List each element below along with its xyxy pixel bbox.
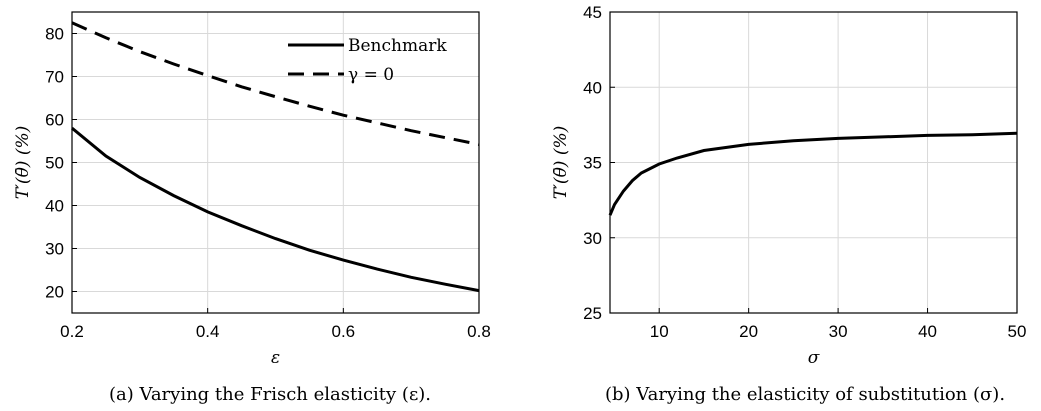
- y-tick-label: 30: [583, 229, 602, 248]
- series-line-gamma-zero: [71, 21, 480, 146]
- y-tick-label: 35: [583, 154, 602, 173]
- x-tick-label: 10: [650, 322, 669, 341]
- legend-label: Benchmark: [348, 36, 447, 56]
- panel-a-y-ticks: 20 30 40 50 60 70 80: [45, 25, 77, 302]
- panel-b-y-ticks: 25 30 35 40 45: [583, 3, 615, 323]
- panel-a-caption: (a) Varying the Frisch elasticity (ε).: [109, 384, 431, 405]
- panel-a-x-axis-label: ε: [271, 348, 280, 368]
- x-tick-label: 0.4: [196, 322, 220, 341]
- x-tick-label: 0.2: [60, 322, 84, 341]
- legend-label: γ = 0: [348, 65, 394, 85]
- panel-b-x-axis-label: σ: [808, 348, 820, 368]
- x-tick-label: 20: [739, 322, 758, 341]
- y-tick-label: 30: [45, 240, 64, 259]
- panel-a-x-ticks: 0.2 0.4 0.6 0.8: [60, 308, 491, 341]
- x-tick-label: 0.8: [467, 322, 491, 341]
- y-tick-label: 80: [45, 25, 64, 44]
- y-tick-label: 40: [45, 197, 64, 216]
- y-tick-label: 70: [45, 68, 64, 87]
- panel-b-substitution-elasticity: 10 20 30 40 50 25 30 35 40 45 σ T′(θ̄) (%) (b) V…: [551, 3, 1026, 405]
- panel-a-y-axis-label: T′(θ̄) (%): [13, 126, 33, 200]
- x-tick-label: 50: [1008, 322, 1027, 341]
- x-tick-label: 0.6: [332, 322, 356, 341]
- panel-b-y-axis-label: T′(θ̄) (%): [551, 126, 571, 200]
- panel-b-caption: (b) Varying the elasticity of substituti…: [605, 384, 1005, 405]
- panel-b-x-ticks: 10 20 30 40 50: [650, 308, 1027, 341]
- y-tick-label: 50: [45, 154, 64, 173]
- y-tick-label: 40: [583, 78, 602, 97]
- x-tick-label: 40: [918, 322, 937, 341]
- panel-a-grid: [71, 12, 480, 313]
- y-tick-label: 20: [45, 283, 64, 302]
- panel-a-legend: Benchmark γ = 0: [288, 36, 447, 85]
- panel-b-grid: [610, 11, 1018, 314]
- y-tick-label: 60: [45, 111, 64, 130]
- series-line-sigma-curve: [608, 131, 1018, 216]
- x-tick-label: 30: [829, 322, 848, 341]
- y-tick-label: 45: [583, 3, 602, 22]
- y-tick-label: 25: [583, 304, 602, 323]
- series-line-benchmark: [71, 126, 480, 293]
- panel-a-series: [71, 21, 480, 293]
- panel-b-series: [608, 131, 1018, 216]
- panel-a-frisch-elasticity: 0.2 0.4 0.6 0.8 20 30 40 50 60 70 80 Benchmark γ =…: [13, 11, 491, 405]
